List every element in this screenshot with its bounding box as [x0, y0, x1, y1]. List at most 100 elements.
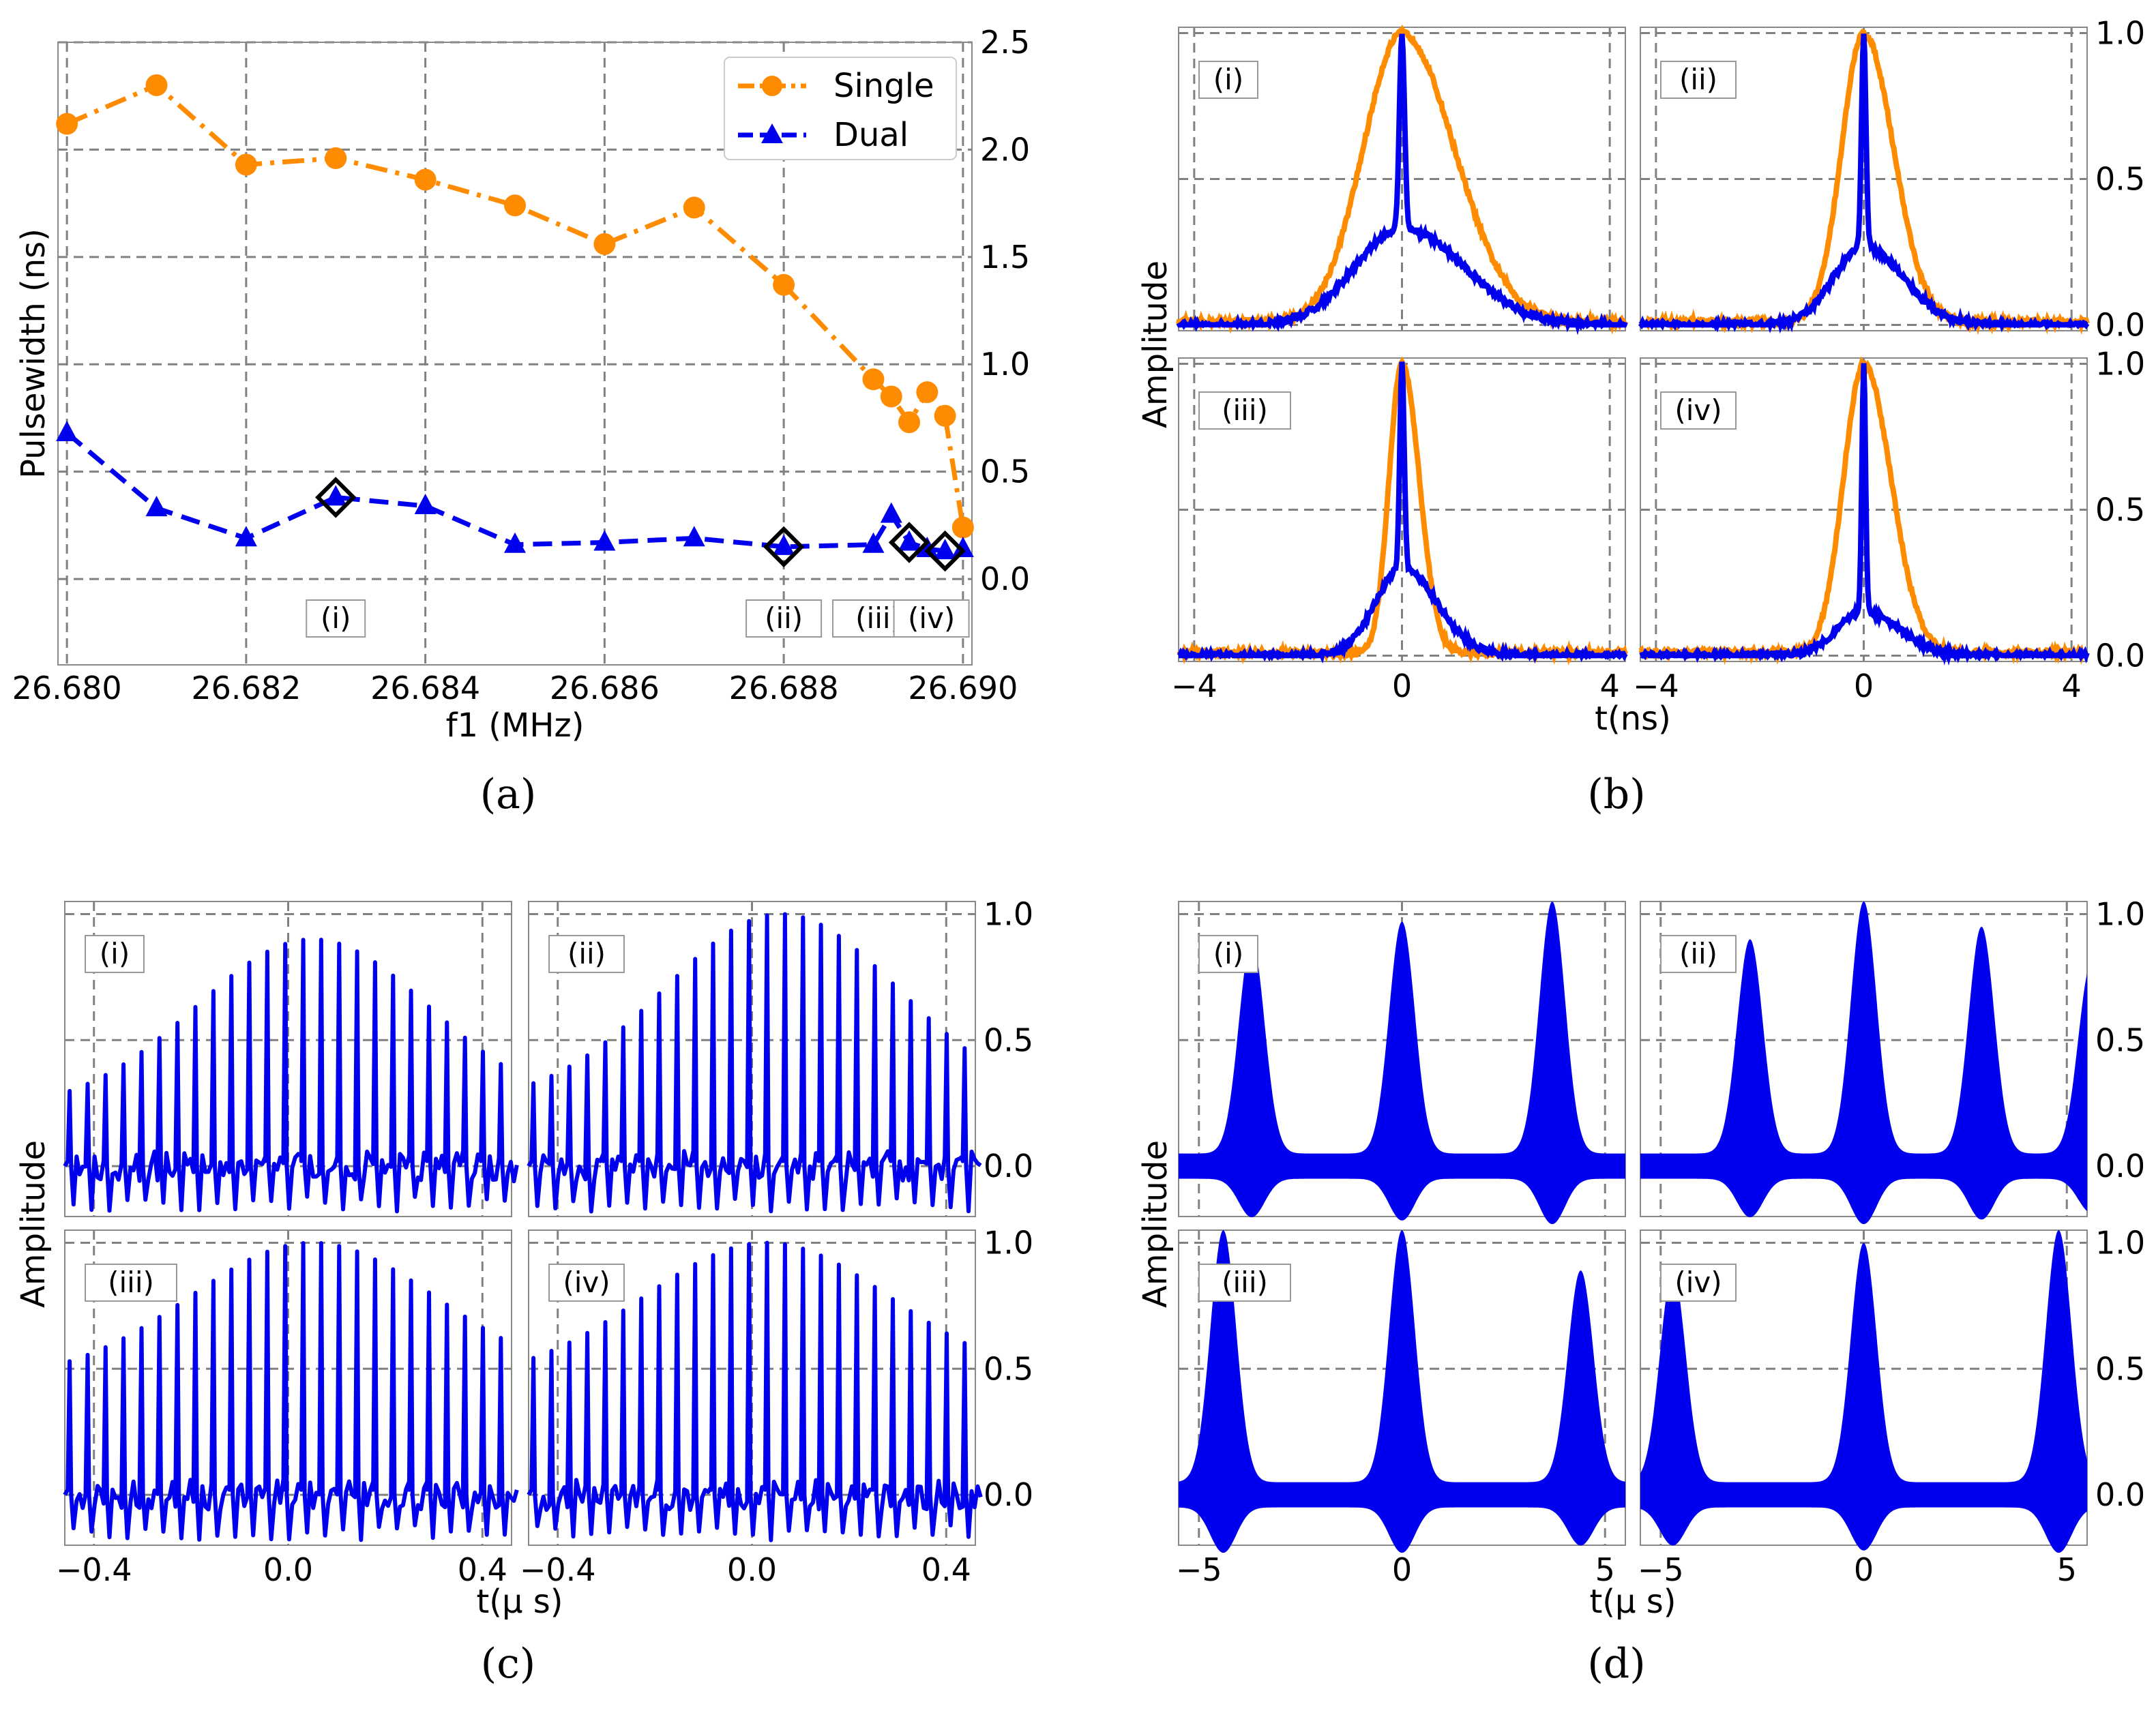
a-xtick-label-5: 26.690 — [908, 670, 1018, 706]
d0-subplot-label-box — [1198, 935, 1258, 973]
panel-a-pulsewidth-chart: 26.680 26.682 26.684 26.686 26.688 26.690 0.0 0… — [12, 24, 1031, 745]
a-highlight-label-0-box — [306, 599, 366, 638]
a-point-dual-12 — [916, 536, 939, 557]
a-point-single-2 — [235, 153, 257, 176]
a-legend-label-1: Dual — [833, 116, 909, 154]
b2-xtick-label-1: 0 — [1392, 668, 1412, 704]
c2-pulse-train — [63, 1241, 519, 1542]
panel-label-b: (b) — [1587, 771, 1645, 818]
c1-subplot-label-box — [548, 935, 625, 973]
b0-subplot-label-box — [1198, 61, 1258, 99]
a-point-single-10 — [880, 385, 902, 408]
c3-pulse-train — [527, 1240, 983, 1542]
b3-ytick-label-1: 0.5 — [2095, 492, 2145, 528]
d0-pulse-envelope-1 — [1349, 921, 1454, 1221]
panel-label-c: (c) — [481, 1640, 535, 1688]
b2-subplot-label-box — [1198, 391, 1291, 430]
b0-dual-curve — [1176, 33, 1628, 335]
a-ytick-label-3: 1.5 — [980, 239, 1030, 275]
a-point-single-7 — [683, 196, 705, 219]
a-point-dual-3 — [325, 485, 347, 506]
a-point-dual-10 — [880, 502, 902, 523]
b3-subplot-label: (iv) — [1674, 393, 1722, 427]
a-highlight-label-0: (i) — [321, 601, 351, 635]
a-legend: Single Dual — [724, 57, 957, 160]
a-point-single-11 — [898, 411, 921, 434]
panel-label-d: (d) — [1587, 1640, 1645, 1688]
d2-subplot-label: (iii) — [1222, 1266, 1268, 1299]
a-legend-marker-1 — [761, 123, 783, 143]
c-ylabel: Amplitude — [14, 1140, 53, 1308]
b1-dual-curve — [1638, 33, 2090, 334]
a-point-dual-11 — [898, 530, 921, 551]
a-highlight-marker-2 — [888, 522, 930, 563]
a-ylabel: Pulsewidth (ns) — [14, 228, 53, 479]
d3-pulse-envelope-2 — [2005, 1230, 2087, 1553]
b2-xtick-label-0: −4 — [1171, 668, 1217, 704]
b3-subplot-label-box — [1660, 391, 1737, 430]
b1-subplot-label: (ii) — [1679, 63, 1717, 96]
d2-xtick-label-1: 0 — [1392, 1551, 1412, 1588]
a-point-dual-2 — [235, 526, 257, 547]
d3-ytick-label-1: 0.5 — [2095, 1350, 2145, 1387]
c2-subplot-label: (iii) — [108, 1266, 154, 1299]
b2-xtick-label-2: 4 — [1600, 668, 1620, 704]
c2-subplot-label-box — [85, 1264, 177, 1302]
d0-pulse-envelope-2 — [1499, 901, 1606, 1225]
c1-pulse-train — [527, 912, 982, 1214]
b1-ytick-label-2: 1.0 — [2095, 15, 2145, 52]
c2-frame — [64, 1229, 512, 1546]
d2-pulse-envelope-1 — [1349, 1230, 1454, 1553]
d1-ytick-label-1: 0.5 — [2095, 1021, 2145, 1058]
b3-frame — [1640, 357, 2088, 662]
a-xlabel: f1 (MHz) — [446, 706, 585, 745]
a-highlight-marker-0 — [315, 477, 357, 518]
a-point-single-5 — [504, 194, 526, 217]
a-highlight-marker-3 — [924, 530, 966, 572]
a-legend-marker-0 — [762, 76, 782, 96]
d1-pulse-envelope-2 — [1928, 927, 2035, 1220]
c3-xtick-label-0: −0.4 — [520, 1551, 596, 1588]
a-frame — [57, 42, 973, 666]
a-point-dual-13 — [934, 539, 956, 560]
c1-subplot-label: (ii) — [567, 937, 606, 970]
a-highlight-label-1: (ii) — [765, 601, 803, 635]
d3-subplot-label: (iv) — [1674, 1266, 1722, 1299]
a-point-single-1 — [145, 74, 168, 96]
a-xtick-label-3: 26.686 — [550, 670, 660, 706]
a-legend-label-0: Single — [833, 67, 934, 105]
d3-xtick-label-1: 0 — [1854, 1551, 1874, 1588]
c0-subplot-label: (i) — [100, 937, 130, 970]
panel-c-pulse-trains: (i) (ii) 0.0 0.5 1.0 (iii) −0.4 0.0 0.4 (iv) 0.0 0.… — [14, 895, 1033, 1621]
c3-xtick-label-2: 0.4 — [921, 1551, 971, 1588]
a-point-single-8 — [773, 273, 795, 296]
a-ytick-label-1: 0.5 — [980, 453, 1030, 490]
panel-b-pulse-profiles: (i) (ii) 0.0 0.5 1.0 (iii) −4 0 4 (iv) 0.0 0.5 1.0 −4… — [1136, 15, 2145, 738]
b-xlabel: t(ns) — [1595, 700, 1671, 738]
b2-subplot-label: (iii) — [1222, 393, 1268, 427]
c2-xtick-label-1: 0.0 — [263, 1551, 313, 1588]
c1-frame — [528, 901, 976, 1217]
d0-pulse-envelope-0 — [1198, 939, 1305, 1218]
c3-xtick-label-1: 0.0 — [727, 1551, 777, 1588]
a-xtick-label-4: 26.688 — [729, 670, 839, 706]
d3-ytick-label-0: 0.0 — [2095, 1476, 2145, 1513]
b0-subplot-label: (i) — [1213, 63, 1243, 96]
d1-pulse-envelope-0 — [1697, 939, 1802, 1218]
a-ytick-label-4: 2.0 — [980, 131, 1030, 168]
d3-ytick-label-2: 1.0 — [2095, 1224, 2145, 1261]
a-xtick-label-1: 26.682 — [191, 670, 301, 706]
a-point-single-9 — [862, 368, 885, 391]
panel-d-envelopes: (i) (ii) 0.0 0.5 1.0 (iii) −5 0 5 (iv) 0.0 0.5 1.0 −5… — [1136, 895, 2145, 1621]
d1-ytick-label-2: 1.0 — [2095, 895, 2145, 932]
c0-subplot-label-box — [85, 935, 145, 973]
a-point-single-12 — [916, 381, 939, 404]
b3-dual-curve — [1639, 363, 2090, 666]
a-point-dual-14 — [951, 536, 974, 557]
a-point-single-6 — [593, 233, 616, 255]
c1-ytick-label-1: 0.5 — [984, 1021, 1033, 1058]
d2-pulse-envelope-0 — [1179, 1230, 1276, 1553]
b1-ytick-label-1: 0.5 — [2095, 161, 2145, 198]
b1-frame — [1640, 27, 2088, 331]
